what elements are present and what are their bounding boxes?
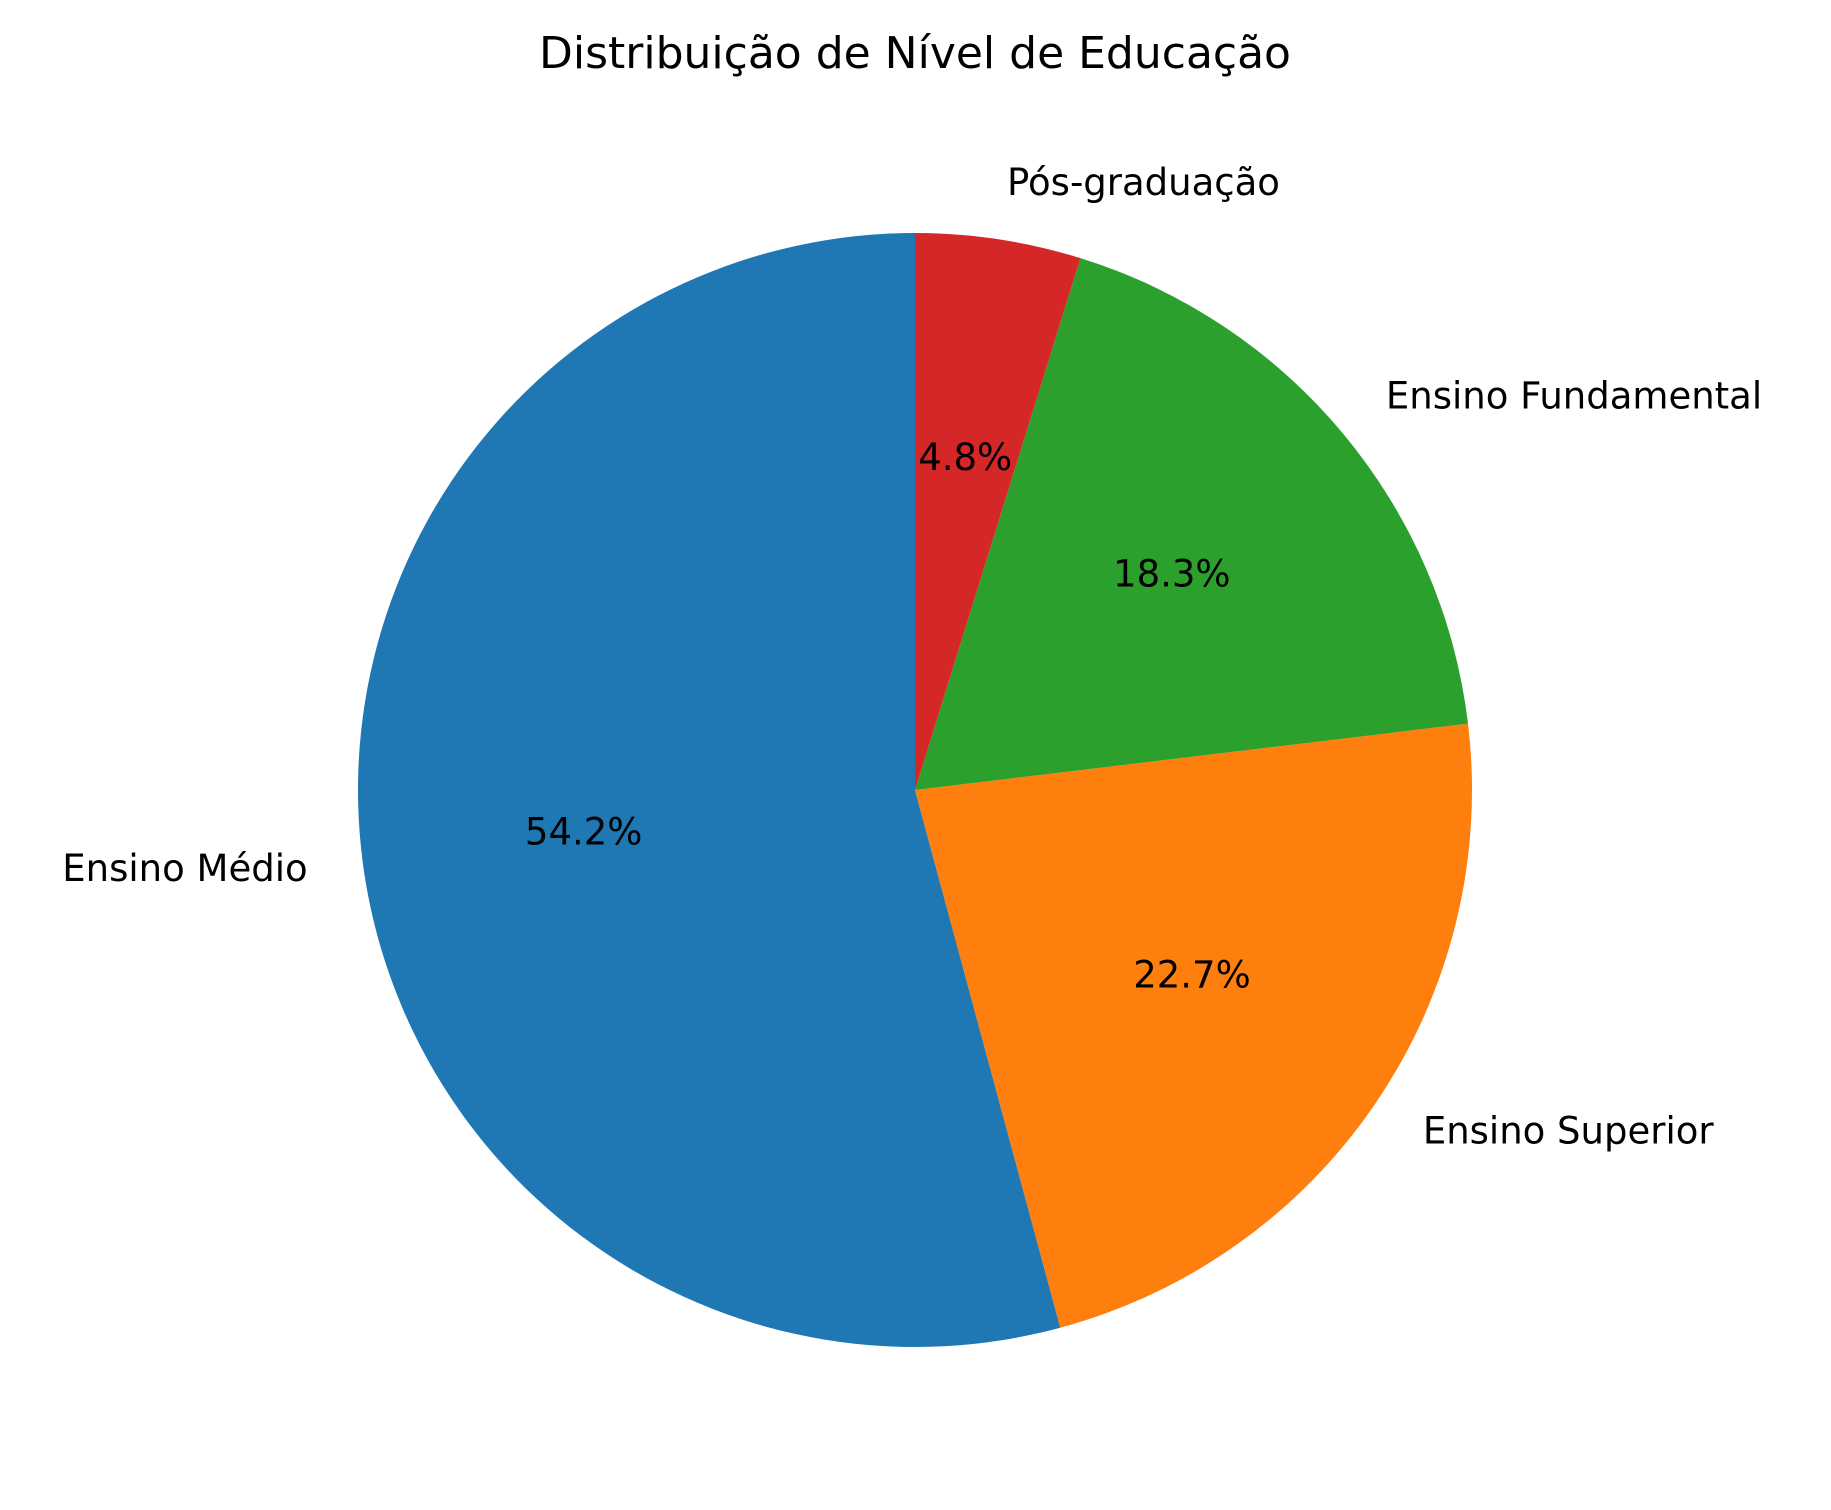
pie-slice-pos-graduacao [915, 233, 1081, 790]
pct-label-ensino-medio: 54.2% [525, 810, 643, 853]
pie-slice-ensino-fundamental [915, 258, 1469, 790]
pie-labels: 54.2% Ensino Médio 22.7% Ensino Superior 18.… [62, 161, 1762, 1153]
category-label-ensino-medio: Ensino Médio [62, 847, 307, 890]
pct-label-ensino-fundamental: 18.3% [1113, 553, 1231, 596]
pct-label-ensino-superior: 22.7% [1133, 953, 1251, 996]
pie-slices [357, 233, 1473, 1348]
category-label-ensino-superior: Ensino Superior [1423, 1109, 1715, 1152]
category-label-pos-graduacao: Pós-graduação [1007, 161, 1280, 204]
chart-title: Distribuição de Nível de Educação [539, 28, 1291, 79]
pie-slice-ensino-medio [357, 233, 1061, 1348]
pct-label-pos-graduacao: 4.8% [918, 436, 1012, 479]
pie-slice-ensino-superior [915, 723, 1473, 1328]
category-label-ensino-fundamental: Ensino Fundamental [1386, 374, 1762, 417]
